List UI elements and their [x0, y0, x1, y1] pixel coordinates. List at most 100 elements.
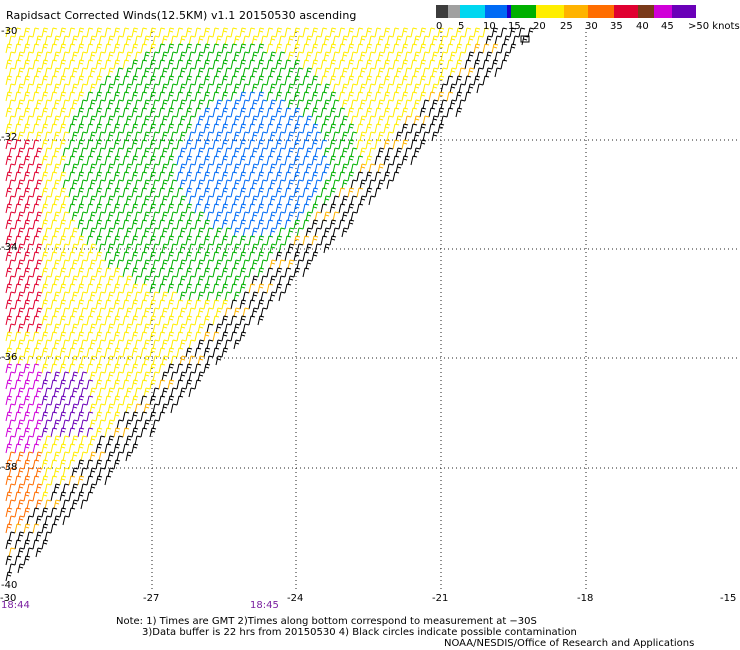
wind-barb-staff: [179, 163, 183, 174]
wind-barb-staff: [395, 131, 399, 142]
wind-barb: [161, 243, 169, 254]
wind-barb: [383, 155, 391, 166]
wind-barb-tick: [520, 27, 526, 30]
wind-barb: [194, 123, 202, 134]
wind-barb-staff: [44, 51, 48, 62]
wind-barb-staff: [95, 187, 99, 198]
wind-barb: [194, 75, 202, 86]
wind-barb: [140, 107, 148, 118]
wind-barb: [266, 107, 274, 118]
wind-barb-staff: [125, 83, 129, 94]
wind-barb: [221, 203, 229, 214]
wind-barb-tick: [205, 187, 211, 190]
wind-barb-staff: [5, 27, 9, 38]
wind-barb-tick: [424, 115, 430, 118]
wind-barb-tick: [289, 54, 294, 57]
wind-barb-staff: [185, 219, 189, 230]
wind-barb-staff: [125, 99, 129, 110]
wind-barb-tick: [349, 43, 355, 46]
wind-barb-tick: [250, 27, 256, 30]
wind-barb-tick: [199, 134, 204, 137]
wind-barb-tick: [334, 147, 340, 150]
wind-barb: [485, 67, 493, 78]
wind-barb-staff: [251, 243, 255, 254]
wind-barb-staff: [140, 43, 144, 54]
wind-barb-tick: [79, 62, 84, 65]
wind-barb-tick: [295, 139, 301, 142]
wind-barb-staff: [185, 187, 189, 198]
wind-barb-tick: [127, 70, 132, 73]
wind-barb: [134, 163, 142, 174]
wind-barb-staff: [26, 147, 30, 158]
wind-barb: [122, 171, 130, 182]
wind-barb-tick: [61, 158, 66, 161]
wind-barb: [176, 267, 184, 278]
wind-barb-tick: [79, 174, 84, 177]
wind-barb-tick: [127, 86, 132, 89]
wind-barb: [242, 211, 250, 222]
wind-barb-tick: [322, 43, 328, 46]
wind-barb-staff: [26, 163, 30, 174]
wind-barb-tick: [127, 102, 132, 105]
wind-barb-staff: [266, 203, 270, 214]
wind-barb-tick: [70, 187, 76, 190]
wind-barb-tick: [154, 83, 160, 86]
wind-barb: [203, 219, 211, 230]
wind-barb-staff: [350, 35, 354, 46]
wind-barb-tick: [388, 67, 394, 70]
wind-barb: [428, 59, 436, 70]
wind-barb-tick: [451, 102, 456, 105]
wind-barb-tick: [52, 203, 58, 206]
wind-barb-tick: [514, 35, 520, 38]
wind-barb-tick: [421, 110, 426, 113]
wind-barb: [8, 227, 16, 238]
wind-barb-tick: [25, 187, 31, 190]
wind-barb-tick: [289, 211, 295, 214]
wind-barb-staff: [242, 115, 246, 126]
wind-barb: [32, 187, 40, 198]
wind-barb-tick: [313, 43, 319, 46]
wind-barb-staff: [338, 187, 342, 198]
wind-barb: [311, 107, 319, 118]
wind-barb-staff: [269, 211, 273, 222]
wind-barb-tick: [253, 227, 259, 230]
wind-barb-tick: [379, 163, 385, 166]
wind-barb-staff: [359, 179, 363, 190]
wind-barb-tick: [124, 91, 130, 94]
wind-barb: [296, 179, 304, 190]
wind-barb-tick: [217, 35, 223, 38]
wind-barb-tick: [352, 195, 358, 198]
wind-barb: [71, 243, 79, 254]
wind-barb-staff: [158, 187, 162, 198]
wind-barb: [35, 179, 43, 190]
wind-barb-staff: [71, 227, 75, 238]
wind-barb-tick: [169, 174, 174, 177]
wind-barb-staff: [26, 115, 30, 126]
wind-barb-staff: [338, 59, 342, 70]
wind-barb-tick: [349, 75, 355, 78]
wind-barb-staff: [359, 51, 363, 62]
wind-barb-staff: [494, 51, 498, 62]
wind-barb-staff: [59, 235, 63, 246]
wind-barb-staff: [152, 243, 156, 254]
wind-barb: [116, 227, 124, 238]
wind-barb-tick: [379, 102, 384, 105]
wind-barb-tick: [19, 195, 25, 198]
wind-barb: [122, 91, 130, 102]
wind-barb: [14, 187, 22, 198]
wind-barb: [467, 67, 475, 78]
wind-barb-staff: [32, 155, 36, 166]
wind-barb: [383, 43, 391, 54]
wind-barb-staff: [50, 123, 54, 134]
wind-barb-tick: [295, 187, 301, 190]
wind-barb: [377, 67, 385, 78]
wind-barb: [359, 99, 367, 110]
wind-barb-tick: [361, 131, 367, 134]
wind-barb-staff: [287, 227, 291, 238]
wind-barb-tick: [370, 115, 376, 118]
wind-barb: [98, 227, 106, 238]
wind-barb: [107, 227, 115, 238]
wind-barb-tick: [190, 99, 196, 102]
wind-barb-tick: [442, 67, 448, 70]
wind-barb-tick: [403, 43, 409, 46]
